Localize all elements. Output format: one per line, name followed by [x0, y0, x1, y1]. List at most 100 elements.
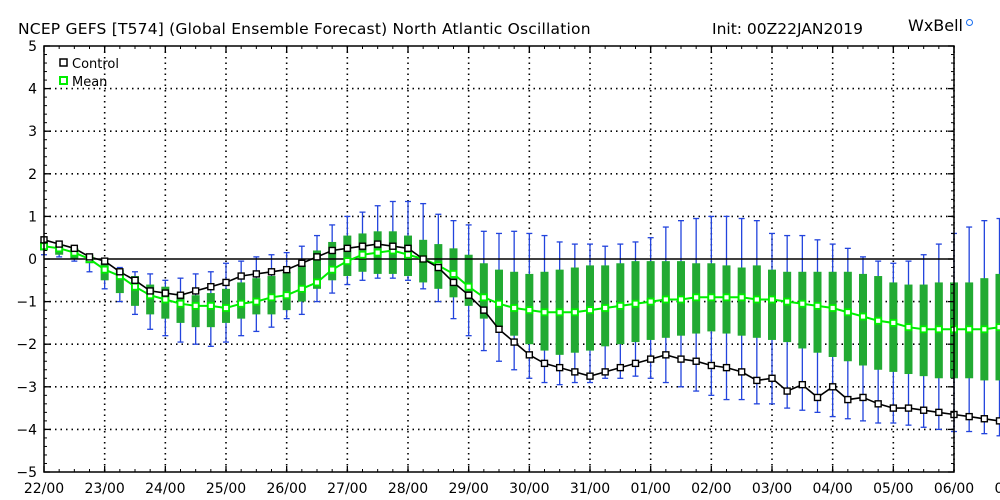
- control-point: [480, 306, 488, 314]
- whiskers: [41, 200, 1000, 437]
- ensemble-box: [252, 278, 261, 315]
- control-point: [237, 272, 245, 280]
- control-point: [191, 287, 200, 295]
- ensemble-box: [146, 284, 155, 315]
- y-tick-label: −1: [16, 295, 37, 311]
- mean-point: [449, 270, 458, 278]
- control-point: [389, 242, 397, 250]
- control-point: [540, 359, 549, 368]
- mean-point: [661, 295, 670, 304]
- mean-point: [813, 301, 822, 310]
- control-point: [631, 359, 640, 368]
- y-tick-label: 1: [28, 209, 37, 225]
- control-point: [328, 246, 336, 255]
- mean-point: [282, 291, 291, 300]
- y-tick-label: −3: [16, 380, 37, 396]
- ensemble-box: [813, 271, 822, 353]
- control-point: [146, 287, 154, 295]
- mean-point: [464, 282, 473, 291]
- mean-point: [100, 265, 109, 274]
- control-point: [677, 355, 685, 363]
- mean-point: [510, 304, 519, 312]
- mean-point: [570, 308, 579, 317]
- legend-control-label: Control: [72, 57, 119, 72]
- x-tick-label: 24/00: [145, 481, 185, 497]
- mean-point: [495, 299, 503, 308]
- ensemble-box: [798, 271, 807, 349]
- control-point: [267, 268, 276, 276]
- y-tick-label: 0: [28, 252, 37, 268]
- x-tick-label: 23/00: [84, 481, 124, 497]
- mean-point: [191, 301, 200, 310]
- mean-point: [752, 295, 761, 304]
- ensemble-box: [843, 271, 852, 362]
- control-line: [43, 239, 1000, 422]
- ensemble-box: [464, 254, 473, 306]
- mean-point: [358, 250, 367, 259]
- mean-point: [206, 301, 215, 310]
- control-point: [707, 361, 716, 370]
- mean-point: [783, 297, 792, 306]
- control-point: [222, 278, 230, 287]
- control-point: [844, 395, 852, 404]
- control-point: [85, 253, 94, 261]
- control-point: [737, 368, 746, 376]
- control-point: [798, 380, 807, 389]
- x-tick-label: 02/00: [691, 481, 731, 497]
- mean-point: [919, 325, 928, 334]
- control-point: [55, 240, 63, 248]
- y-tick-label: −2: [16, 337, 37, 353]
- control-point: [176, 291, 185, 299]
- control-point: [586, 372, 594, 380]
- x-tick-label: 31/00: [570, 481, 610, 497]
- control-point: [464, 291, 473, 299]
- ensemble-box: [206, 293, 215, 328]
- control-point: [692, 357, 700, 365]
- control-point: [859, 393, 867, 402]
- ensemble-box: [191, 295, 200, 328]
- control-point: [768, 374, 776, 382]
- series-lines: [43, 239, 1000, 422]
- control-point: [904, 404, 913, 412]
- mean-point: [404, 250, 412, 259]
- x-tick-label: 22/00: [24, 481, 64, 497]
- ensemble-box: [737, 267, 746, 336]
- mean-point: [601, 304, 610, 312]
- series-markers: [40, 236, 1000, 425]
- ensemble-box: [495, 269, 503, 328]
- mean-point: [889, 318, 898, 327]
- mean-point: [631, 299, 640, 308]
- control-point: [116, 268, 124, 276]
- ensemble-box: [313, 250, 321, 289]
- control-point: [252, 270, 261, 278]
- control-point: [510, 338, 518, 346]
- control-point: [131, 276, 139, 284]
- mean-point: [859, 312, 867, 321]
- control-point: [434, 263, 443, 272]
- x-tick-label: 28/00: [388, 481, 428, 497]
- legend-mean-label: Mean: [72, 75, 107, 90]
- mean-point: [479, 293, 488, 302]
- ensemble-box: [131, 276, 139, 306]
- x-tick-label: 30/00: [509, 481, 549, 497]
- mean-point: [843, 308, 852, 317]
- mean-point: [646, 297, 655, 306]
- x-tick-label: 29/00: [448, 481, 488, 497]
- y-tick-label: 2: [28, 167, 37, 183]
- mean-point: [267, 293, 276, 302]
- y-tick-label: −5: [16, 465, 37, 481]
- control-point: [662, 351, 670, 359]
- control-point: [965, 412, 973, 421]
- init-label: Init: 00Z22JAN2019: [712, 20, 863, 38]
- legend: Control Mean: [59, 57, 119, 90]
- control-point: [813, 393, 822, 402]
- control-point: [282, 265, 291, 274]
- x-tick-label: 03/00: [752, 481, 792, 497]
- control-point: [207, 282, 215, 291]
- control-point: [161, 289, 170, 297]
- y-tick-label: 3: [28, 124, 37, 140]
- control-point: [919, 406, 928, 414]
- legend-mean-swatch: [59, 76, 68, 85]
- control-point: [783, 387, 791, 395]
